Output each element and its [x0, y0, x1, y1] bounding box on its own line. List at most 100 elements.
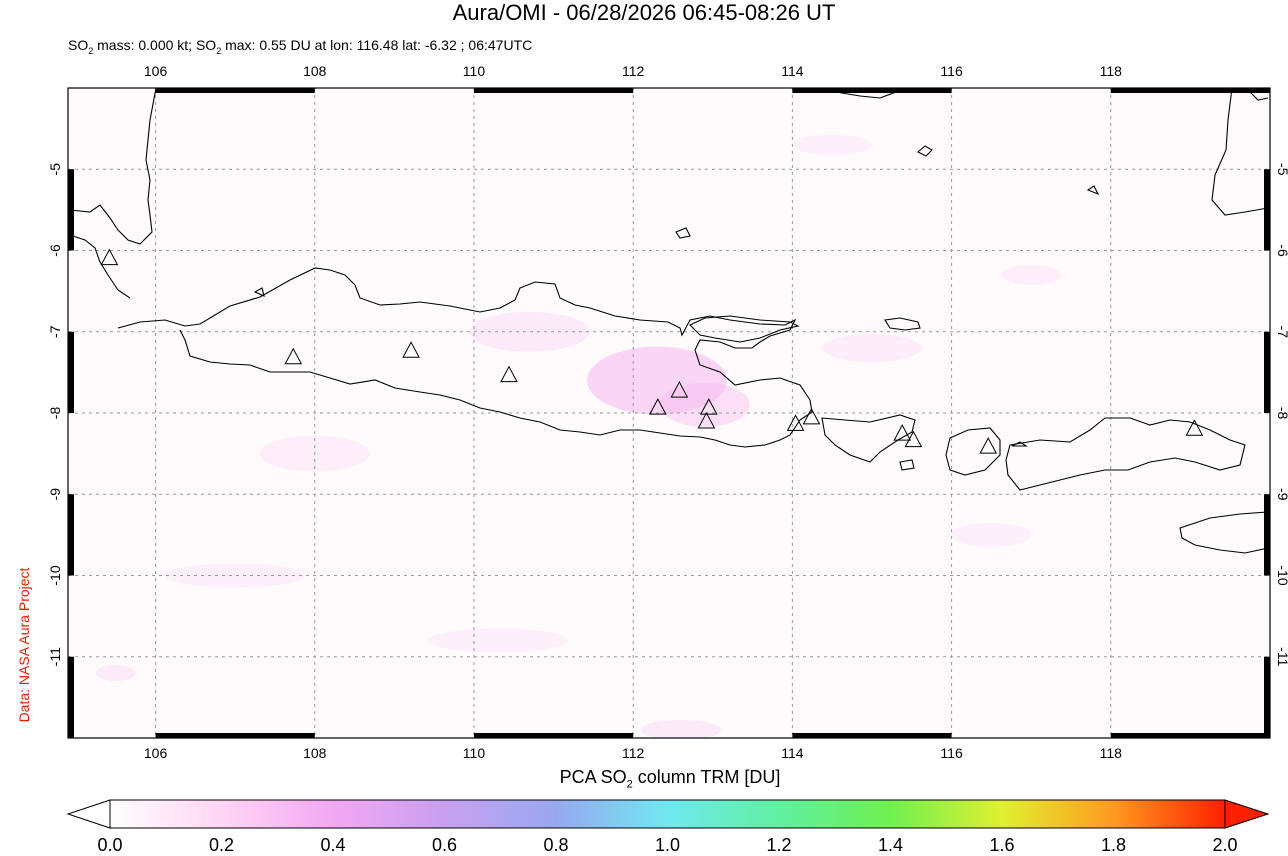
- colorbar-left-arrow: [66, 799, 111, 829]
- colorbar-tick-label: 1.6: [989, 835, 1015, 855]
- so2-haze-blob: [951, 522, 1032, 547]
- so2-haze-blob: [792, 134, 873, 155]
- frame-band-bottom: [1110, 733, 1270, 738]
- colorbar-title: PCA SO2 column TRM [DU]: [0, 767, 1288, 791]
- volcano-marker: [802, 407, 821, 425]
- frame-band-top: [792, 88, 952, 93]
- colorbar-tick-label: 0.8: [543, 835, 569, 855]
- colorbar-tick-label: 1.8: [1100, 835, 1127, 855]
- volcano-marker: [786, 414, 805, 431]
- frame-band-left: [68, 331, 74, 413]
- colorbar-title-sub: 2: [626, 778, 633, 791]
- frame-band-right: [1264, 494, 1270, 576]
- lat-tick-label-left: -10: [47, 565, 63, 585]
- coastline-sumatra-south: [69, 234, 131, 299]
- colorbar-title-part-2: column TRM [DU]: [632, 767, 781, 787]
- lon-tick-label-top: 118: [1100, 63, 1123, 79]
- coastline-small-island-5: [1086, 185, 1100, 196]
- coastline-small-island-7: [1011, 441, 1028, 447]
- coastline-sumba: [1179, 511, 1269, 554]
- coastline-sumbawa: [1005, 417, 1246, 491]
- colorbar-title-part-1: PCA SO: [559, 767, 627, 787]
- map-subtitle: SO2 mass: 0.000 kt; SO2 max: 0.55 DU at …: [68, 36, 532, 60]
- map-frame-bands: [68, 88, 1270, 738]
- frame-band-left: [68, 169, 74, 251]
- lon-tick-label-top: 110: [463, 63, 486, 79]
- lon-tick-label-bottom: 112: [622, 745, 645, 760]
- coastline-madura: [689, 315, 800, 343]
- volcano-marker: [893, 424, 912, 441]
- coastline-java-north: [117, 267, 813, 413]
- subtitle-part-3: max: 0.55 DU at lon: 116.48 lat: -6.32 ;…: [221, 37, 533, 53]
- colorbar-tick-label: 0.6: [431, 835, 458, 855]
- so2-haze-blob: [1001, 264, 1062, 285]
- lat-tick-label-right: -10: [1275, 565, 1288, 585]
- coastline-lombok: [945, 427, 1001, 476]
- so2-haze-blob: [821, 334, 922, 362]
- frame-band-right: [1264, 656, 1270, 738]
- colorbar-tick-label: 0.2: [208, 835, 235, 855]
- frame-band-top: [1110, 88, 1270, 93]
- volcano-marker: [904, 430, 923, 448]
- colorbar-tick-label: 1.2: [766, 835, 792, 855]
- lat-tick-label-right: -6: [1275, 244, 1288, 257]
- subtitle-part-2: mass: 0.000 kt; SO: [93, 37, 217, 53]
- lon-tick-label-bottom: 116: [940, 745, 963, 760]
- frame-band-bottom: [473, 733, 634, 738]
- coastline-small-island-3: [884, 317, 921, 331]
- lat-tick-label-right: -8: [1275, 407, 1288, 420]
- so2-haze-blob: [640, 719, 721, 738]
- volcano-marker: [100, 248, 119, 266]
- lon-tick-label-bottom: 118: [1100, 745, 1123, 760]
- volcano-marker: [697, 411, 716, 429]
- lon-tick-label-bottom: 106: [144, 745, 168, 760]
- map-tick-labels: 106 106 108 108 110 110 112 112 114 114 116 116 118 1…: [47, 63, 1288, 760]
- volcano-marker: [670, 381, 689, 398]
- map-title: Aura/OMI - 06/28/2026 06:45-08:26 UT: [452, 0, 836, 25]
- frame-band-top: [473, 88, 634, 93]
- lat-tick-label-left: -7: [47, 325, 63, 338]
- colorbar-tick-label: 2.0: [1212, 835, 1238, 855]
- colorbar-tick-label: 1.4: [877, 835, 904, 855]
- so2-haze-blob: [587, 346, 728, 415]
- volcano-marker: [979, 437, 998, 454]
- subtitle-part-1: SO: [68, 37, 89, 53]
- so2-haze-blob: [95, 665, 136, 681]
- coastline-small-island-1: [675, 227, 691, 239]
- frame-band-right: [1264, 169, 1270, 251]
- lon-tick-label-top: 108: [303, 63, 327, 79]
- lon-tick-label-top: 114: [781, 63, 804, 79]
- lon-tick-label-bottom: 110: [463, 745, 486, 760]
- lat-tick-label-left: -6: [47, 244, 63, 257]
- map-gridlines: [68, 88, 1270, 738]
- coastline-sulawesi-tip: [1249, 91, 1269, 101]
- colorbar-tick-label: 0.4: [320, 835, 346, 855]
- frame-band-left: [68, 656, 74, 738]
- colorbar-right-arrow: [1224, 799, 1270, 829]
- subtitle-sub-2: 2: [216, 45, 222, 56]
- colorbar-gradient: [109, 799, 1226, 829]
- frame-band-bottom: [792, 733, 952, 738]
- volcano-marker: [649, 398, 667, 415]
- volcano-marker: [699, 398, 718, 415]
- coastline-small-island-4: [917, 145, 933, 157]
- so2-haze-blob: [659, 382, 750, 427]
- volcano-marker: [284, 347, 303, 365]
- lat-tick-label-left: -9: [47, 488, 63, 501]
- volcano-marker: [500, 365, 518, 383]
- lat-tick-label-right: -9: [1275, 488, 1288, 501]
- lat-tick-label-left: -5: [47, 163, 63, 176]
- so2-haze-blob: [427, 628, 568, 653]
- volcano-markers: [100, 248, 1204, 454]
- coastline-small-island-2: [253, 287, 265, 297]
- lat-tick-label-right: -7: [1275, 326, 1288, 339]
- lat-tick-label-left: -8: [47, 407, 63, 420]
- coastline-small-island-6: [899, 459, 915, 471]
- lon-tick-label-bottom: 108: [303, 745, 327, 760]
- so2-haze-blob: [165, 563, 306, 588]
- frame-band-right: [1264, 331, 1270, 413]
- so2-haze-layer: [95, 134, 1062, 738]
- coastline-java-south: [179, 329, 813, 448]
- lon-tick-label-bottom: 114: [781, 745, 804, 760]
- lon-tick-label-top: 106: [144, 63, 168, 79]
